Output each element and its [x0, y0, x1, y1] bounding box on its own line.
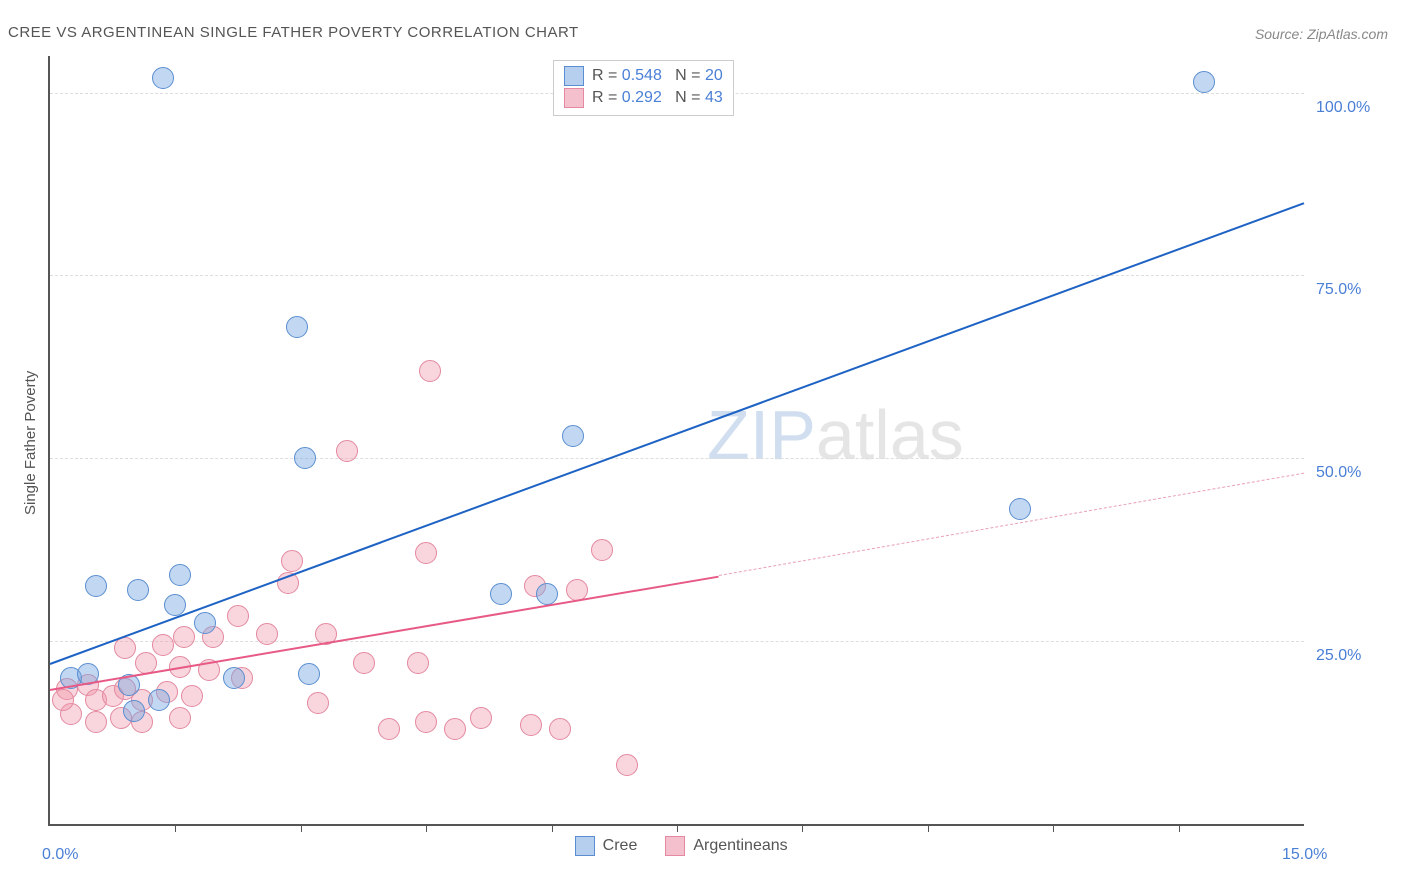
legend-stats-text: R = 0.548 N = 20: [592, 65, 723, 87]
bottom-legend-label: Argentineans: [693, 837, 787, 855]
data-point: [444, 718, 466, 740]
data-point: [407, 652, 429, 674]
y-tick-label: 75.0%: [1316, 281, 1361, 299]
bottom-legend-item: Cree: [575, 836, 638, 856]
gridline: [50, 275, 1304, 276]
bottom-legend-item: Argentineans: [665, 836, 787, 856]
data-point: [223, 667, 245, 689]
legend-stats-row: R = 0.548 N = 20: [564, 65, 723, 87]
data-point: [173, 626, 195, 648]
x-axis-start-label: 0.0%: [42, 846, 78, 864]
source-label: Source: ZipAtlas.com: [1255, 26, 1388, 42]
x-tick: [1053, 824, 1054, 832]
data-point: [194, 612, 216, 634]
data-point: [227, 605, 249, 627]
gridline: [50, 641, 1304, 642]
data-point: [549, 718, 571, 740]
data-point: [114, 637, 136, 659]
x-tick: [426, 824, 427, 832]
data-point: [307, 692, 329, 714]
trend-line: [50, 202, 1305, 665]
x-tick: [175, 824, 176, 832]
gridline: [50, 458, 1304, 459]
data-point: [164, 594, 186, 616]
trend-line: [719, 473, 1304, 576]
data-point: [52, 689, 74, 711]
data-point: [148, 689, 170, 711]
legend-stats-box: R = 0.548 N = 20R = 0.292 N = 43: [553, 60, 734, 116]
data-point: [1009, 498, 1031, 520]
data-point: [281, 550, 303, 572]
legend-stats-text: R = 0.292 N = 43: [592, 87, 723, 109]
x-tick: [677, 824, 678, 832]
data-point: [169, 564, 191, 586]
data-point: [616, 754, 638, 776]
plot-area: ZIPatlas: [48, 56, 1304, 826]
data-point: [470, 707, 492, 729]
x-tick: [928, 824, 929, 832]
legend-swatch: [575, 836, 595, 856]
data-point: [152, 634, 174, 656]
legend-swatch: [564, 88, 584, 108]
data-point: [85, 575, 107, 597]
data-point: [123, 700, 145, 722]
y-tick-label: 100.0%: [1316, 99, 1370, 117]
data-point: [353, 652, 375, 674]
data-point: [419, 360, 441, 382]
trend-line: [50, 575, 719, 690]
legend-stats-row: R = 0.292 N = 43: [564, 87, 723, 109]
x-tick: [552, 824, 553, 832]
y-tick-label: 50.0%: [1316, 464, 1361, 482]
data-point: [336, 440, 358, 462]
data-point: [169, 707, 191, 729]
data-point: [298, 663, 320, 685]
legend-swatch: [665, 836, 685, 856]
bottom-legend-label: Cree: [603, 837, 638, 855]
legend-swatch: [564, 66, 584, 86]
data-point: [256, 623, 278, 645]
data-point: [520, 714, 542, 736]
x-tick: [802, 824, 803, 832]
data-point: [536, 583, 558, 605]
y-axis-label: Single Father Poverty: [22, 371, 39, 515]
x-axis-end-label: 15.0%: [1282, 846, 1327, 864]
data-point: [85, 711, 107, 733]
data-point: [127, 579, 149, 601]
data-point: [152, 67, 174, 89]
data-point: [591, 539, 613, 561]
data-point: [378, 718, 400, 740]
x-tick: [1179, 824, 1180, 832]
data-point: [490, 583, 512, 605]
x-tick: [301, 824, 302, 832]
data-point: [1193, 71, 1215, 93]
data-point: [562, 425, 584, 447]
bottom-legend: Cree Argentineans: [575, 836, 788, 856]
data-point: [181, 685, 203, 707]
y-tick-label: 25.0%: [1316, 647, 1361, 665]
data-point: [294, 447, 316, 469]
chart-container: CREE VS ARGENTINEAN SINGLE FATHER POVERT…: [0, 0, 1406, 892]
data-point: [415, 711, 437, 733]
chart-title: CREE VS ARGENTINEAN SINGLE FATHER POVERT…: [8, 24, 579, 41]
data-point: [415, 542, 437, 564]
data-point: [286, 316, 308, 338]
